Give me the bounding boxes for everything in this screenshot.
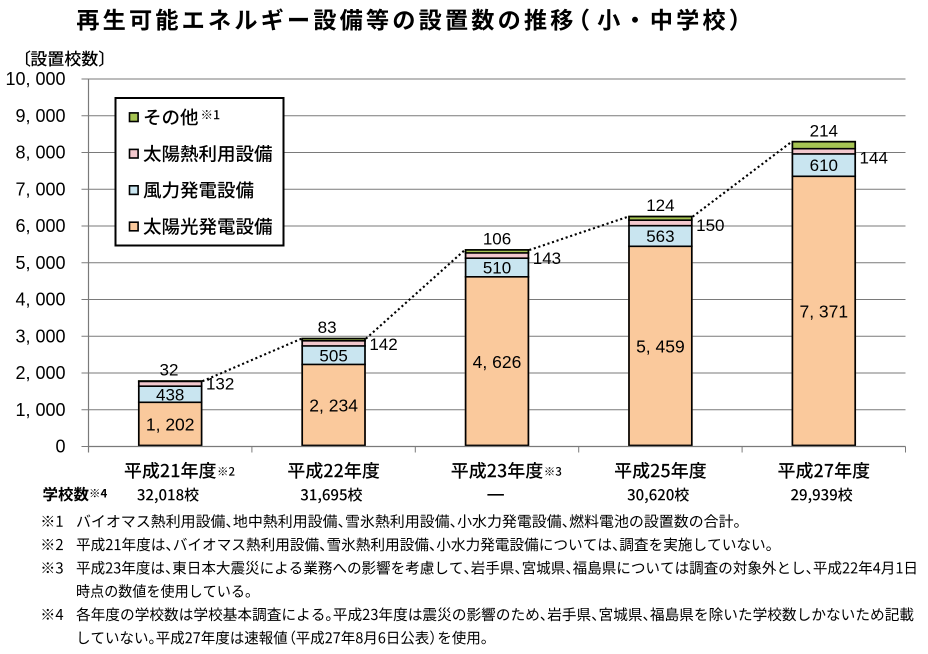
svg-text:83: 83 — [318, 318, 337, 337]
svg-text:9, 000: 9, 000 — [15, 106, 65, 126]
svg-text:132: 132 — [206, 375, 234, 394]
svg-text:214: 214 — [810, 121, 838, 140]
svg-text:124: 124 — [646, 196, 674, 215]
svg-text:1, 000: 1, 000 — [15, 400, 65, 420]
svg-text:3, 000: 3, 000 — [15, 326, 65, 346]
svg-text:7, 000: 7, 000 — [15, 179, 65, 199]
svg-text:142: 142 — [369, 335, 397, 354]
svg-text:563: 563 — [646, 227, 674, 246]
svg-text:106: 106 — [483, 230, 511, 249]
svg-text:610: 610 — [810, 156, 838, 175]
svg-text:7, 371: 7, 371 — [799, 302, 848, 322]
svg-text:150: 150 — [696, 216, 724, 235]
svg-text:1, 202: 1, 202 — [146, 414, 195, 434]
svg-text:8, 000: 8, 000 — [15, 143, 65, 163]
svg-text:5, 459: 5, 459 — [636, 337, 685, 357]
svg-text:32: 32 — [160, 361, 179, 380]
svg-text:0: 0 — [55, 437, 65, 457]
svg-text:2, 000: 2, 000 — [15, 363, 65, 383]
svg-text:505: 505 — [319, 346, 347, 365]
svg-text:5, 000: 5, 000 — [15, 253, 65, 273]
svg-text:6, 000: 6, 000 — [15, 216, 65, 236]
svg-text:4, 626: 4, 626 — [473, 352, 522, 372]
svg-text:4, 000: 4, 000 — [15, 290, 65, 310]
svg-text:2, 234: 2, 234 — [309, 396, 358, 416]
svg-text:144: 144 — [860, 148, 888, 167]
svg-text:10, 000: 10, 000 — [5, 69, 65, 89]
svg-text:510: 510 — [483, 259, 511, 278]
svg-text:143: 143 — [533, 249, 561, 268]
svg-text:438: 438 — [156, 385, 184, 404]
